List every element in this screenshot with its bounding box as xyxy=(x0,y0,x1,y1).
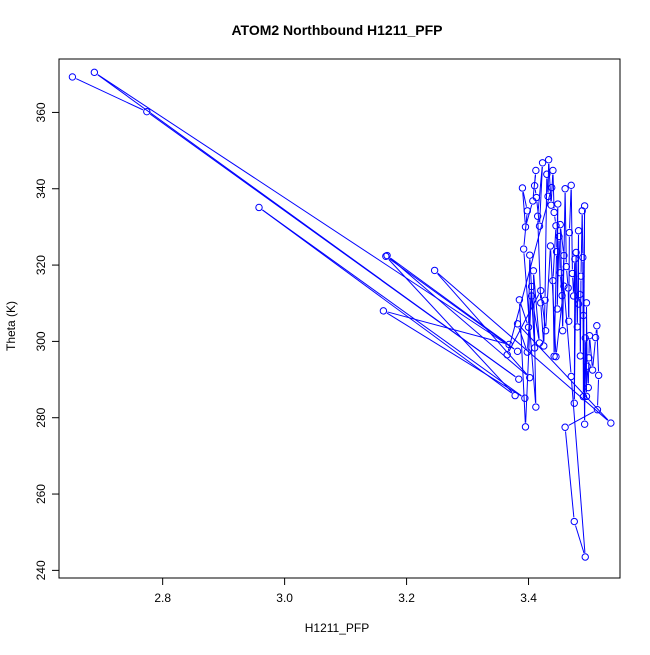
series-segment xyxy=(598,380,599,406)
data-point xyxy=(542,328,548,334)
x-tick-label: 3.0 xyxy=(276,591,293,605)
series-segment xyxy=(389,259,514,349)
series-segment xyxy=(390,258,505,342)
y-axis-label: Theta (K) xyxy=(4,301,18,351)
data-point xyxy=(530,268,536,274)
y-tick-label: 340 xyxy=(34,178,48,198)
series-segment xyxy=(98,75,514,349)
series-segment xyxy=(563,193,565,327)
data-point xyxy=(595,372,601,378)
data-point xyxy=(539,160,545,166)
y-tick-label: 360 xyxy=(34,102,48,122)
data-point xyxy=(582,554,588,560)
data-point xyxy=(520,246,526,252)
data-point xyxy=(533,194,539,200)
data-point xyxy=(547,243,553,249)
series-segment xyxy=(569,237,570,317)
data-point xyxy=(527,252,533,258)
series-segment xyxy=(437,274,527,375)
series-segment xyxy=(593,342,595,366)
data-point xyxy=(592,334,598,340)
series-segment xyxy=(566,431,574,517)
data-point xyxy=(530,198,536,204)
series-segment xyxy=(521,304,527,324)
series-segment xyxy=(535,175,536,182)
data-point xyxy=(545,157,551,163)
data-point xyxy=(550,167,556,173)
series-segment xyxy=(559,241,560,269)
data-point xyxy=(522,424,528,430)
series-segment xyxy=(590,340,592,366)
x-tick-label: 3.4 xyxy=(520,591,537,605)
data-point xyxy=(514,348,520,354)
data-point xyxy=(533,167,539,173)
data-point xyxy=(551,209,557,215)
series-segment xyxy=(570,190,572,229)
data-point xyxy=(512,392,518,398)
data-point xyxy=(380,308,386,314)
series-segment xyxy=(564,290,571,372)
y-tick-label: 300 xyxy=(34,331,48,351)
y-tick-label: 320 xyxy=(34,255,48,275)
data-point xyxy=(571,400,577,406)
x-axis-label: H1211_PFP xyxy=(305,621,369,635)
data-point xyxy=(431,267,437,273)
chart-title: ATOM2 Northbound H1211_PFP xyxy=(231,22,442,38)
data-point xyxy=(69,74,75,80)
data-point xyxy=(608,420,614,426)
series-segment xyxy=(573,278,574,292)
x-tick-label: 3.2 xyxy=(398,591,415,605)
data-point xyxy=(562,424,568,430)
series-segment xyxy=(555,217,556,222)
y-tick-label: 260 xyxy=(34,484,48,504)
data-point xyxy=(533,404,539,410)
data-point xyxy=(256,204,262,210)
data-point xyxy=(577,353,583,359)
series-segment xyxy=(535,190,536,194)
data-point xyxy=(575,228,581,234)
data-point xyxy=(562,186,568,192)
data-point xyxy=(568,182,574,188)
data-point xyxy=(581,421,587,427)
series-line xyxy=(76,75,608,553)
series-segment xyxy=(565,193,566,262)
data-point xyxy=(568,373,574,379)
data-point xyxy=(519,185,525,191)
data-point xyxy=(553,223,559,229)
data-point xyxy=(548,202,554,208)
data-point xyxy=(516,376,522,382)
series-segment xyxy=(387,313,521,396)
x-tick-label: 2.8 xyxy=(154,591,171,605)
data-point xyxy=(580,254,586,260)
series-segment xyxy=(567,271,568,284)
data-point xyxy=(559,328,565,334)
data-point xyxy=(571,518,577,524)
data-point xyxy=(555,201,561,207)
data-point xyxy=(91,69,97,75)
y-tick-label: 240 xyxy=(34,560,48,580)
data-point xyxy=(594,323,600,329)
series-segment xyxy=(98,75,516,377)
series-segment xyxy=(262,210,521,396)
series-segment xyxy=(546,250,550,326)
x-axis: 2.8 3.0 3.2 3.4 xyxy=(154,578,537,605)
series-segment xyxy=(262,210,511,393)
y-axis: 240 260 280 300 320 340 360 xyxy=(34,102,59,580)
data-point xyxy=(550,278,556,284)
y-tick-label: 280 xyxy=(34,407,48,427)
data-point xyxy=(589,367,595,373)
